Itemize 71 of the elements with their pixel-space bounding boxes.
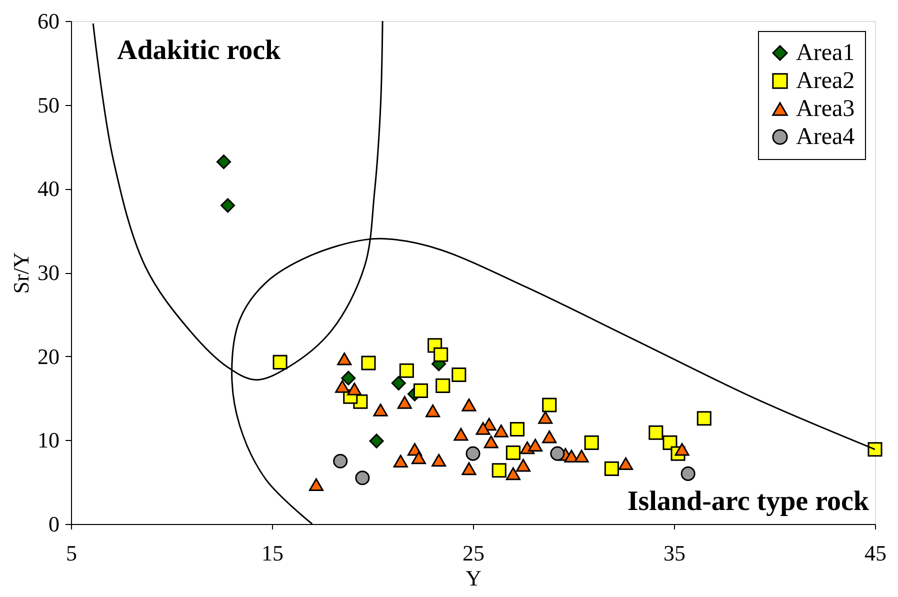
legend-label: Area1 bbox=[796, 40, 855, 66]
point bbox=[452, 368, 466, 382]
x-tick-label: 45 bbox=[864, 540, 886, 566]
x-tick-label: 5 bbox=[66, 540, 77, 566]
point bbox=[335, 380, 350, 393]
point bbox=[462, 398, 476, 412]
point bbox=[369, 434, 384, 448]
legend-label: Area3 bbox=[796, 96, 855, 122]
point bbox=[216, 154, 232, 170]
point bbox=[574, 450, 589, 462]
point bbox=[584, 435, 599, 450]
point bbox=[333, 454, 348, 468]
point bbox=[550, 446, 565, 461]
point bbox=[426, 404, 440, 418]
y-tick-label: 50 bbox=[38, 92, 60, 118]
point bbox=[436, 378, 450, 393]
point bbox=[662, 435, 678, 450]
point bbox=[516, 458, 531, 472]
point bbox=[618, 457, 634, 470]
point bbox=[604, 461, 619, 476]
point bbox=[510, 422, 524, 437]
y-tick-label: 40 bbox=[38, 176, 60, 202]
point bbox=[648, 425, 664, 440]
point bbox=[308, 478, 324, 491]
point bbox=[454, 428, 468, 441]
y-tick-label: 60 bbox=[38, 8, 60, 34]
point bbox=[696, 411, 712, 426]
point bbox=[361, 356, 376, 370]
point bbox=[506, 467, 520, 480]
y-tick-label: 20 bbox=[38, 344, 60, 369]
point bbox=[528, 438, 543, 452]
point bbox=[868, 442, 882, 457]
y-axis-title: Sr/Y bbox=[8, 252, 34, 294]
x-tick-label: 15 bbox=[262, 540, 284, 566]
point bbox=[272, 354, 288, 370]
point bbox=[494, 424, 508, 438]
y-tick-label: 10 bbox=[38, 428, 60, 453]
point bbox=[542, 430, 557, 444]
point bbox=[506, 445, 520, 460]
legend-label: Area2 bbox=[796, 68, 855, 94]
annotation: Island-arc type rock bbox=[627, 486, 870, 517]
point bbox=[341, 370, 356, 386]
point bbox=[680, 466, 696, 481]
point bbox=[542, 398, 557, 412]
point bbox=[462, 462, 476, 476]
point bbox=[393, 454, 408, 468]
point bbox=[347, 382, 362, 396]
y-tick-label: 0 bbox=[48, 512, 60, 536]
x-tick-label: 35 bbox=[664, 540, 686, 566]
point bbox=[397, 396, 412, 409]
point bbox=[413, 383, 428, 398]
point bbox=[484, 435, 498, 448]
point bbox=[391, 376, 406, 390]
point bbox=[476, 422, 490, 435]
point bbox=[355, 470, 370, 486]
legend-label: Area4 bbox=[796, 124, 855, 150]
point bbox=[434, 347, 448, 362]
point bbox=[432, 454, 446, 467]
annotation: Adakitic rock bbox=[117, 35, 282, 66]
point bbox=[411, 451, 426, 464]
point bbox=[399, 363, 414, 378]
point bbox=[220, 198, 236, 213]
x-axis-title: Y bbox=[466, 566, 482, 590]
y-tick-label: 30 bbox=[38, 260, 60, 285]
point bbox=[674, 442, 690, 456]
point bbox=[373, 404, 388, 416]
point bbox=[337, 352, 352, 366]
x-tick-label: 25 bbox=[462, 540, 484, 566]
point bbox=[492, 463, 506, 478]
point bbox=[466, 446, 480, 461]
point bbox=[538, 411, 553, 424]
